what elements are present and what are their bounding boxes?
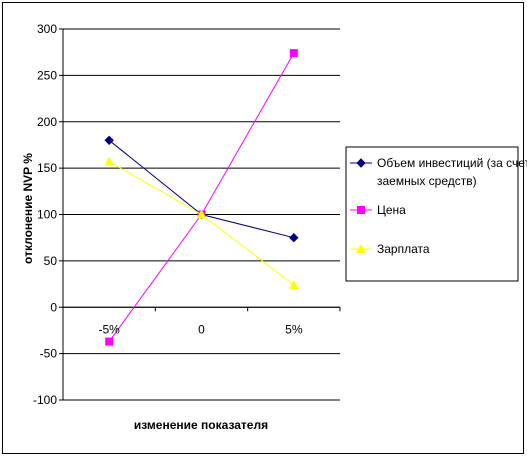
legend-label: заемных средств) <box>377 174 477 188</box>
data-point <box>289 279 299 289</box>
y-tick-label: 250 <box>37 68 57 82</box>
y-tick-label: 100 <box>37 208 57 222</box>
y-axis-label: отклонение NVP % <box>21 153 35 264</box>
x-axis-label: изменение показателя <box>134 418 268 432</box>
y-tick-label: 200 <box>37 115 57 129</box>
data-point <box>104 156 114 166</box>
legend-box <box>345 146 519 282</box>
x-tick-label: 0 <box>198 322 205 336</box>
legend-label: Объем инвестиций (за счет <box>377 156 527 170</box>
legend-item: Зарплата <box>350 242 430 256</box>
y-tick-label: 0 <box>50 300 57 314</box>
legend-item: Цена <box>350 203 406 217</box>
y-tick-label: 300 <box>37 22 57 36</box>
legend-item: Объем инвестиций (за счет заемных средств… <box>350 156 527 188</box>
data-point <box>356 243 366 253</box>
y-tick-label: 150 <box>37 161 57 175</box>
y-tick-label: 50 <box>44 254 58 268</box>
x-tick-label: 5% <box>285 322 303 336</box>
series <box>104 156 299 289</box>
y-tick-label: -100 <box>33 393 57 407</box>
x-tick-label: -5% <box>98 322 120 336</box>
data-point <box>289 232 299 243</box>
legend-label: Цена <box>377 203 406 217</box>
data-point <box>105 337 114 346</box>
data-point <box>196 209 207 219</box>
data-point <box>356 158 366 168</box>
data-point <box>104 135 114 146</box>
legend-label: Зарплата <box>377 242 430 256</box>
y-tick-label: -50 <box>40 347 58 361</box>
data-point <box>357 206 365 214</box>
legend: Объем инвестиций (за счет заемных средств… <box>345 146 527 282</box>
data-point <box>289 49 298 58</box>
